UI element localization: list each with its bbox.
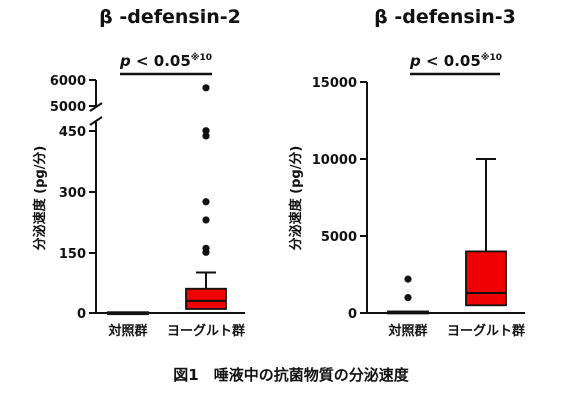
box-iqr <box>185 287 227 310</box>
outlier-point <box>202 216 210 224</box>
y-tick-label: 150 <box>59 247 86 262</box>
chart-defensin-2: β -defensin-2 p < 0.05※10 分泌速度 (pg/分) 60… <box>32 6 245 339</box>
outlier-point <box>404 275 412 283</box>
x-category-label: ヨーグルト群 <box>167 323 245 339</box>
outlier-point <box>202 132 210 140</box>
axis-break-mark <box>89 116 103 126</box>
y-tick-label: 10000 <box>312 153 357 168</box>
y-tick-label: 300 <box>59 186 86 201</box>
y-tick-label: 5000 <box>50 100 86 115</box>
significance-label: p < 0.05※10 <box>119 52 212 70</box>
y-tick-label: 450 <box>59 125 86 140</box>
outlier-point <box>202 198 210 206</box>
figure-caption: 図1 唾液中の抗菌物質の分泌速度 <box>173 366 409 384</box>
significance-label: p < 0.05※10 <box>409 52 502 70</box>
outlier-point <box>404 294 412 302</box>
y-tick-label: 15000 <box>312 76 357 91</box>
box-marks <box>107 84 227 316</box>
chart-defensin-3: β -defensin-3 p < 0.05※10 分泌速度 (pg/分) 15… <box>288 6 525 339</box>
outlier-point <box>202 127 210 135</box>
x-category-label: 対照群 <box>387 323 427 339</box>
y-tick-label: 5000 <box>321 230 357 245</box>
y-tick-label: 6000 <box>50 74 86 89</box>
outlier-point <box>202 248 210 256</box>
x-category-label: ヨーグルト群 <box>447 323 525 339</box>
chart-title: β -defensin-2 <box>99 6 241 28</box>
box-marks <box>387 158 507 315</box>
y-axis-label: 分泌速度 (pg/分) <box>32 146 48 251</box>
y-axis-label: 分泌速度 (pg/分) <box>288 146 304 251</box>
x-category-label: 対照群 <box>107 323 147 339</box>
box-iqr <box>465 250 507 307</box>
chart-title: β -defensin-3 <box>374 6 516 28</box>
y-tick-label: 0 <box>77 307 86 322</box>
outlier-point <box>202 84 210 92</box>
y-tick-label: 0 <box>348 307 357 322</box>
